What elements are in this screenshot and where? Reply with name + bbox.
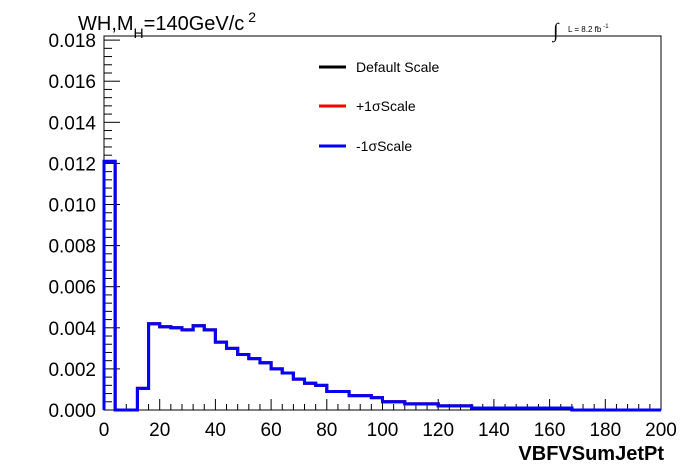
title-subscript: H [134,25,144,41]
lumi-text: L = 8.2 fb [568,25,602,34]
x-tick-label: 0 [99,420,110,441]
y-tick-label: 0.002 [48,360,96,381]
lumi-superscript: -1 [603,24,609,30]
x-tick-label: 180 [589,420,621,441]
x-axis-label: VBFVSumJetPt [518,443,664,465]
y-tick-label: 0.008 [48,237,96,258]
plot-frame [103,35,662,411]
series-line-2 [102,159,661,412]
series-line-3 [102,159,661,412]
title-rest: =140GeV/c [144,13,245,35]
x-tick-label: 60 [261,420,282,441]
y-tick-label: 0.006 [48,278,96,299]
legend: Default Scale +1σScale -1σScale [319,59,439,154]
x-tick-label: 160 [534,420,566,441]
y-tick-label: 0.016 [48,72,96,93]
y-tick-label: 0.004 [48,319,96,340]
x-tick-label: 140 [478,420,510,441]
legend-label-1: Default Scale [356,59,439,75]
x-tick-label: 20 [149,420,170,441]
lumi-integral: ∫ [551,20,560,43]
x-tick-label: 100 [367,420,399,441]
legend-label-3: -1σScale [356,138,412,154]
y-axis: 0.000 0.002 0.004 0.006 0.008 0.010 0.012 0.014… [48,31,120,422]
chart-title: WH,MH=140GeV/c 2 [78,9,256,41]
legend-label-2: +1σScale [356,98,416,114]
x-tick-label: 120 [422,420,454,441]
x-tick-label: 80 [316,420,337,441]
series-line-1 [102,159,661,412]
lumi-label: L = 8.2 fb -1 [568,24,609,34]
series-layer [102,159,661,412]
x-tick-label: 200 [645,420,677,441]
y-tick-label: 0.000 [48,401,96,422]
x-tick-label: 40 [205,420,226,441]
y-tick-label: 0.010 [48,196,96,217]
title-superscript: 2 [248,9,256,25]
y-tick-label: 0.018 [48,31,96,52]
title-main: WH,M [78,13,134,35]
y-tick-label: 0.014 [48,113,96,134]
y-tick-label: 0.012 [48,154,96,175]
x-axis: 0 20 40 60 80 100 120 140 160 180 200 [99,399,677,441]
